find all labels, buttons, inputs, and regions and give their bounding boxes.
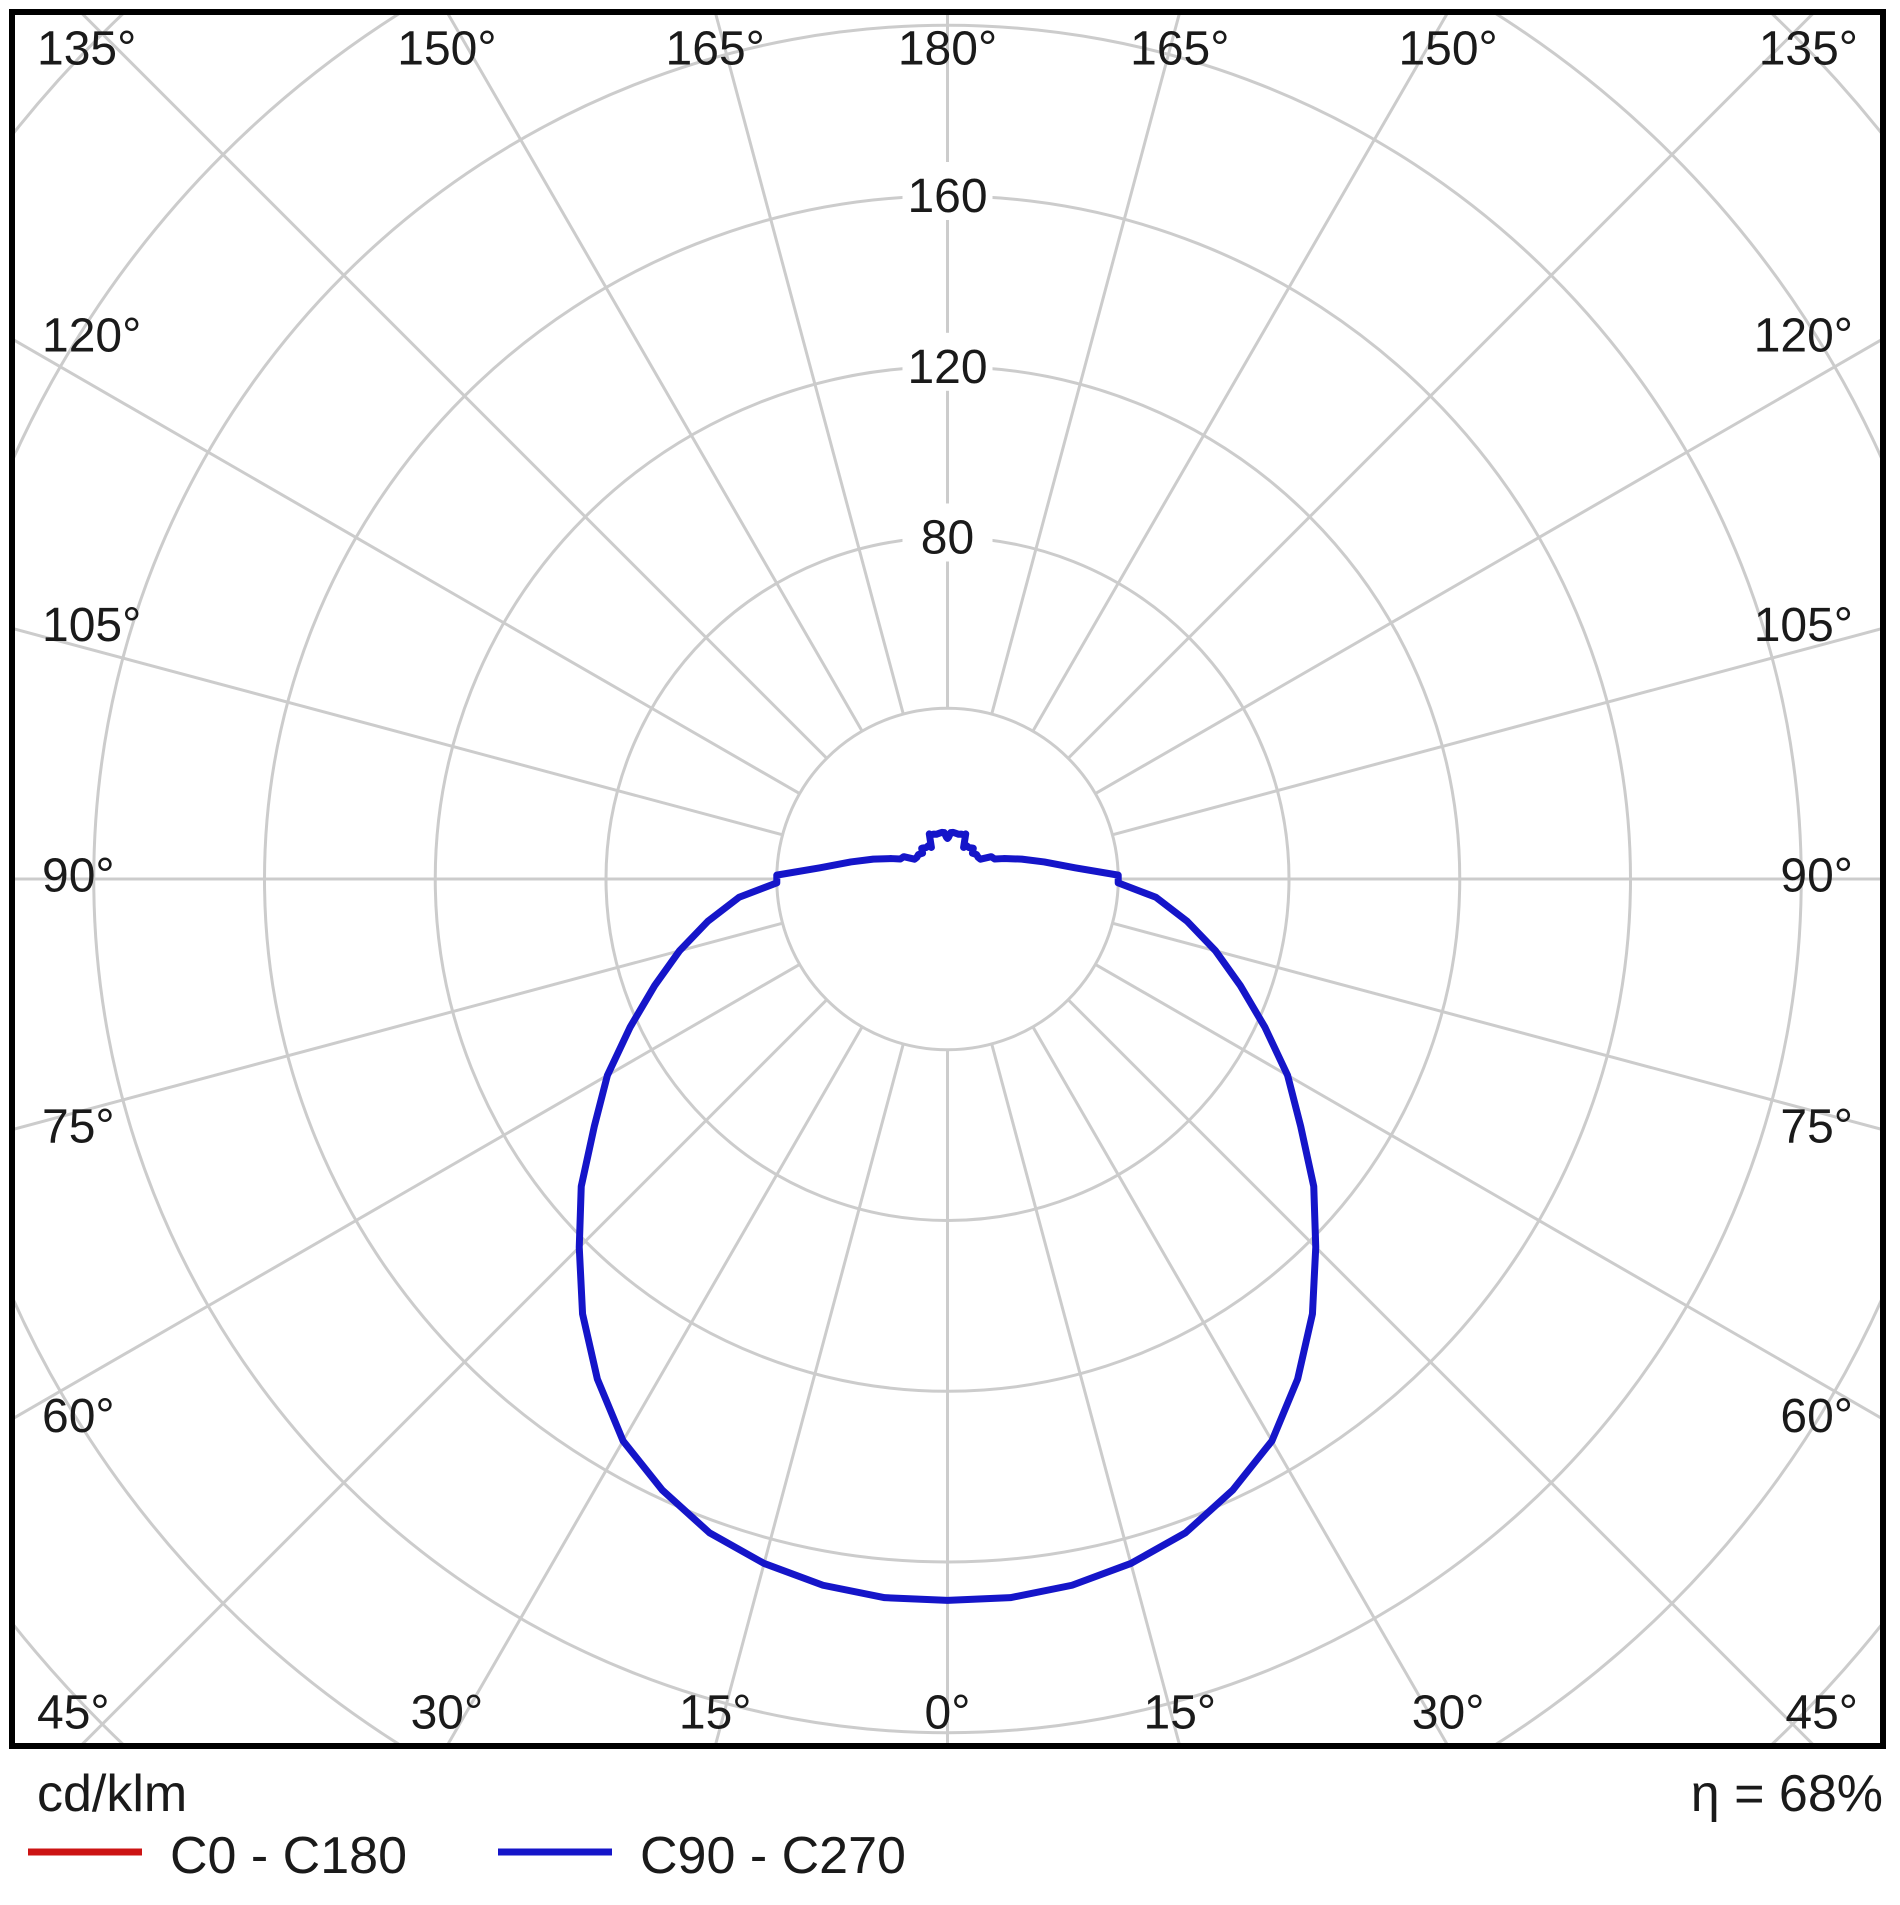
- svg-text:105°: 105°: [1754, 599, 1853, 652]
- svg-text:45°: 45°: [1785, 1687, 1858, 1740]
- svg-text:60°: 60°: [42, 1390, 115, 1443]
- svg-text:η = 68%: η = 68%: [1691, 1765, 1883, 1823]
- svg-text:30°: 30°: [411, 1687, 484, 1740]
- svg-text:30°: 30°: [1412, 1687, 1485, 1740]
- svg-text:75°: 75°: [1780, 1100, 1853, 1153]
- svg-text:75°: 75°: [42, 1100, 115, 1153]
- svg-text:90°: 90°: [42, 850, 115, 903]
- svg-text:150°: 150°: [397, 23, 496, 76]
- svg-text:150°: 150°: [1398, 23, 1497, 76]
- svg-text:60°: 60°: [1780, 1390, 1853, 1443]
- svg-text:165°: 165°: [666, 23, 765, 76]
- svg-text:120: 120: [907, 341, 987, 394]
- svg-text:120°: 120°: [42, 310, 141, 363]
- svg-text:160: 160: [907, 170, 987, 223]
- svg-text:180°: 180°: [898, 23, 997, 76]
- svg-text:0°: 0°: [925, 1687, 971, 1740]
- svg-text:135°: 135°: [37, 23, 136, 76]
- svg-text:90°: 90°: [1780, 850, 1853, 903]
- svg-text:165°: 165°: [1130, 23, 1229, 76]
- svg-text:cd/klm: cd/klm: [37, 1765, 187, 1823]
- svg-text:80: 80: [921, 512, 974, 565]
- svg-text:15°: 15°: [679, 1687, 752, 1740]
- svg-text:105°: 105°: [42, 599, 141, 652]
- svg-text:45°: 45°: [37, 1687, 110, 1740]
- svg-text:135°: 135°: [1759, 23, 1858, 76]
- svg-text:120°: 120°: [1754, 310, 1853, 363]
- svg-text:C90 - C270: C90 - C270: [640, 1827, 906, 1885]
- svg-text:C0 - C180: C0 - C180: [170, 1827, 407, 1885]
- svg-text:15°: 15°: [1144, 1687, 1217, 1740]
